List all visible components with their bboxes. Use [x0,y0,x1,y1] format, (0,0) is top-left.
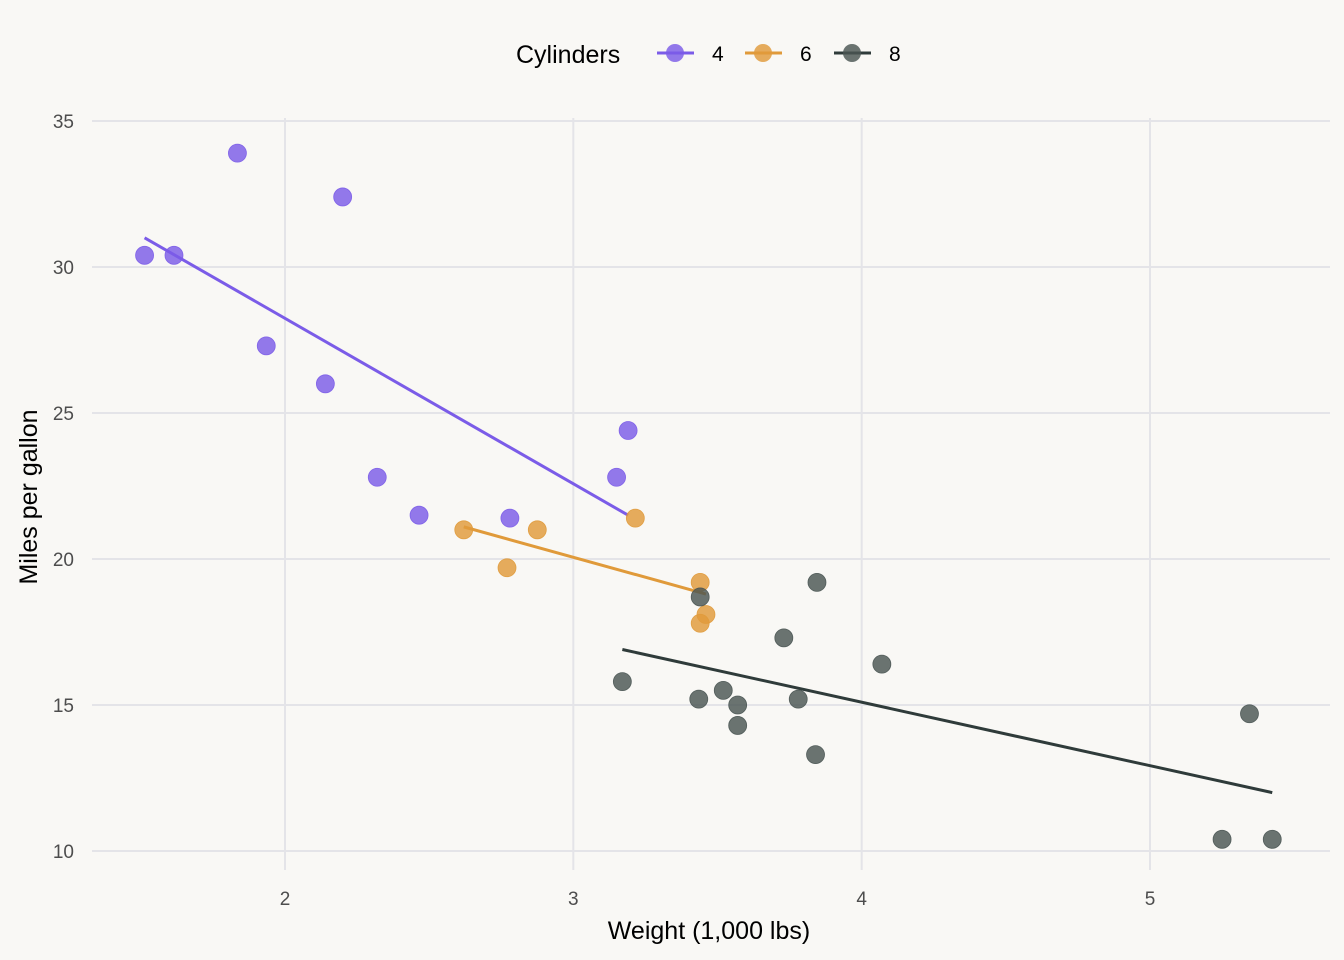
y-axis-ticks: 10 15 20 25 30 35 [53,112,74,863]
data-point-cyl-6 [454,520,474,540]
data-point-cyl-6 [625,508,645,528]
legend-point-swatch [843,44,861,62]
data-point-cyl-8 [774,628,794,648]
data-point-cyl-8 [1262,829,1282,849]
data-point-cyl-4 [333,187,353,207]
data-point-cyl-8 [806,745,825,765]
data-point-cyl-8 [728,716,748,735]
data-point-cyl-4 [607,467,626,487]
data-point-cyl-8 [728,695,748,715]
trend-line-cyl-8 [622,648,1273,795]
data-point-cyl-8 [1212,829,1232,849]
x-axis-ticks: 2 3 4 5 [280,889,1156,910]
y-tick-label: 35 [53,112,74,133]
data-point-cyl-4 [135,245,154,265]
y-tick-label: 30 [53,258,74,279]
y-tick-label: 25 [53,404,74,425]
data-point-cyl-8 [872,654,892,674]
data-point-cyl-8 [807,572,827,592]
legend-label: 8 [889,43,901,66]
grid [92,118,1330,870]
data-point-cyl-8 [713,681,733,700]
legend-title: Cylinders [516,41,620,69]
data-point-cyl-6 [497,558,517,578]
data-point-cyl-4 [315,374,335,394]
y-tick-label: 10 [53,842,74,863]
data-point-cyl-4 [164,245,184,265]
data-point-cyl-4 [409,505,429,525]
legend-label: 4 [712,43,724,66]
legend-item-cyl-8: 8 [834,43,901,66]
data-points [135,143,1282,849]
x-tick-label: 3 [568,889,579,910]
x-axis-title: Weight (1,000 lbs) [608,917,810,945]
data-point-cyl-8 [690,587,710,607]
trend-line-cyl-4 [143,236,629,517]
data-point-cyl-6 [527,520,547,540]
legend-point-swatch [754,44,772,62]
trend-lines [143,236,1273,795]
legend-point-swatch [666,44,684,62]
legend-item-cyl-6: 6 [745,43,812,66]
data-point-cyl-4 [228,143,247,163]
data-point-cyl-4 [618,421,638,440]
data-point-cyl-8 [788,689,808,709]
x-tick-label: 4 [856,889,867,910]
y-axis-title: Miles per gallon [15,409,43,584]
trend-line-cyl-6 [463,525,707,596]
data-point-cyl-4 [500,508,520,528]
legend-item-cyl-4: 4 [657,43,724,66]
y-tick-label: 15 [53,696,74,717]
legend-label: 6 [800,43,812,66]
x-tick-label: 5 [1145,889,1156,910]
data-point-cyl-4 [367,467,387,487]
legend: Cylinders 4 6 8 [516,41,901,69]
data-point-cyl-4 [256,336,276,356]
x-tick-label: 2 [280,889,291,910]
data-point-cyl-8 [1240,704,1259,724]
y-tick-label: 20 [53,550,74,571]
data-point-cyl-6 [690,613,710,633]
data-point-cyl-8 [612,672,632,692]
data-point-cyl-8 [689,689,709,709]
